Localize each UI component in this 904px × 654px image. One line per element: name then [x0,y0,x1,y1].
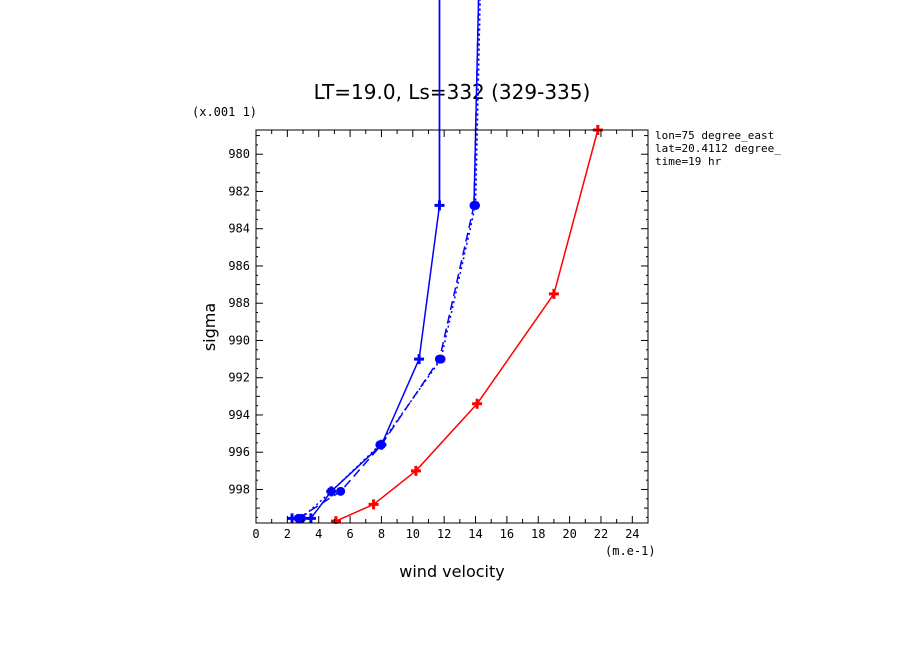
data-point [330,516,341,524]
x-tick-label: 24 [625,527,639,541]
info-line-lon: lon=75 degree_east [655,129,774,142]
x-axis-label: wind velocity [399,562,504,581]
y-tick-label: 996 [228,445,250,459]
plot-frame [255,129,649,524]
info-block: lon=75 degree_east lat=20.4112 degree_ t… [655,129,781,168]
series-overshoot-2 [474,0,481,206]
series-line-1 [297,0,480,519]
data-point [414,354,425,365]
x-tick-label: 18 [531,527,545,541]
data-point [368,499,379,510]
x-tick-label: 22 [594,527,608,541]
series-1 [293,0,480,523]
info-line-time: time=19 hr [655,155,722,168]
data-point [326,486,336,496]
info-line-lat: lat=20.4112 degree_ [655,142,781,155]
y-tick-label: 992 [228,371,250,385]
x-tick-label: 12 [437,527,451,541]
data-point [375,440,385,450]
x-tick-label: 2 [284,527,291,541]
data-point [436,354,446,364]
x-tick-label: 10 [406,527,420,541]
series-3 [330,125,603,524]
x-tick-label: 20 [562,527,576,541]
data-point [472,398,483,409]
data-point [410,465,421,476]
x-tick-label: 4 [315,527,322,541]
data-point [548,288,559,299]
series-layer [287,0,603,524]
data-point [305,513,316,524]
x-tick-label: 14 [468,527,482,541]
y-tick-label: 980 [228,147,250,161]
y-axis-label: sigma [200,303,219,351]
series-line-2 [300,0,481,519]
series-line-3 [335,129,599,522]
x-tick-label: 16 [500,527,514,541]
y-tick-label: 998 [228,482,250,496]
y-tick-label: 988 [228,296,250,310]
series-0 [287,0,445,524]
x-tick-label: 0 [252,527,259,541]
data-point [336,486,346,496]
y-tick-label: 990 [228,333,250,347]
chart-title: LT=19.0, Ls=332 (329-335) [314,80,591,104]
x-tick-label: 8 [378,527,385,541]
series-2 [296,0,481,523]
x-unit-label: (m.e-1) [605,544,656,558]
axes: 0 2 4 6 8 10 12 14 16 18 20 22 249809829849869889909… [228,129,649,541]
y-tick-label: 994 [228,408,250,422]
y-unit-label: (x.001 1) [192,105,257,119]
series-line-0 [292,0,441,520]
y-tick-label: 984 [228,222,250,236]
x-tick-label: 6 [346,527,353,541]
y-tick-label: 982 [228,184,250,198]
data-point [296,513,306,523]
y-tick-label: 986 [228,259,250,273]
